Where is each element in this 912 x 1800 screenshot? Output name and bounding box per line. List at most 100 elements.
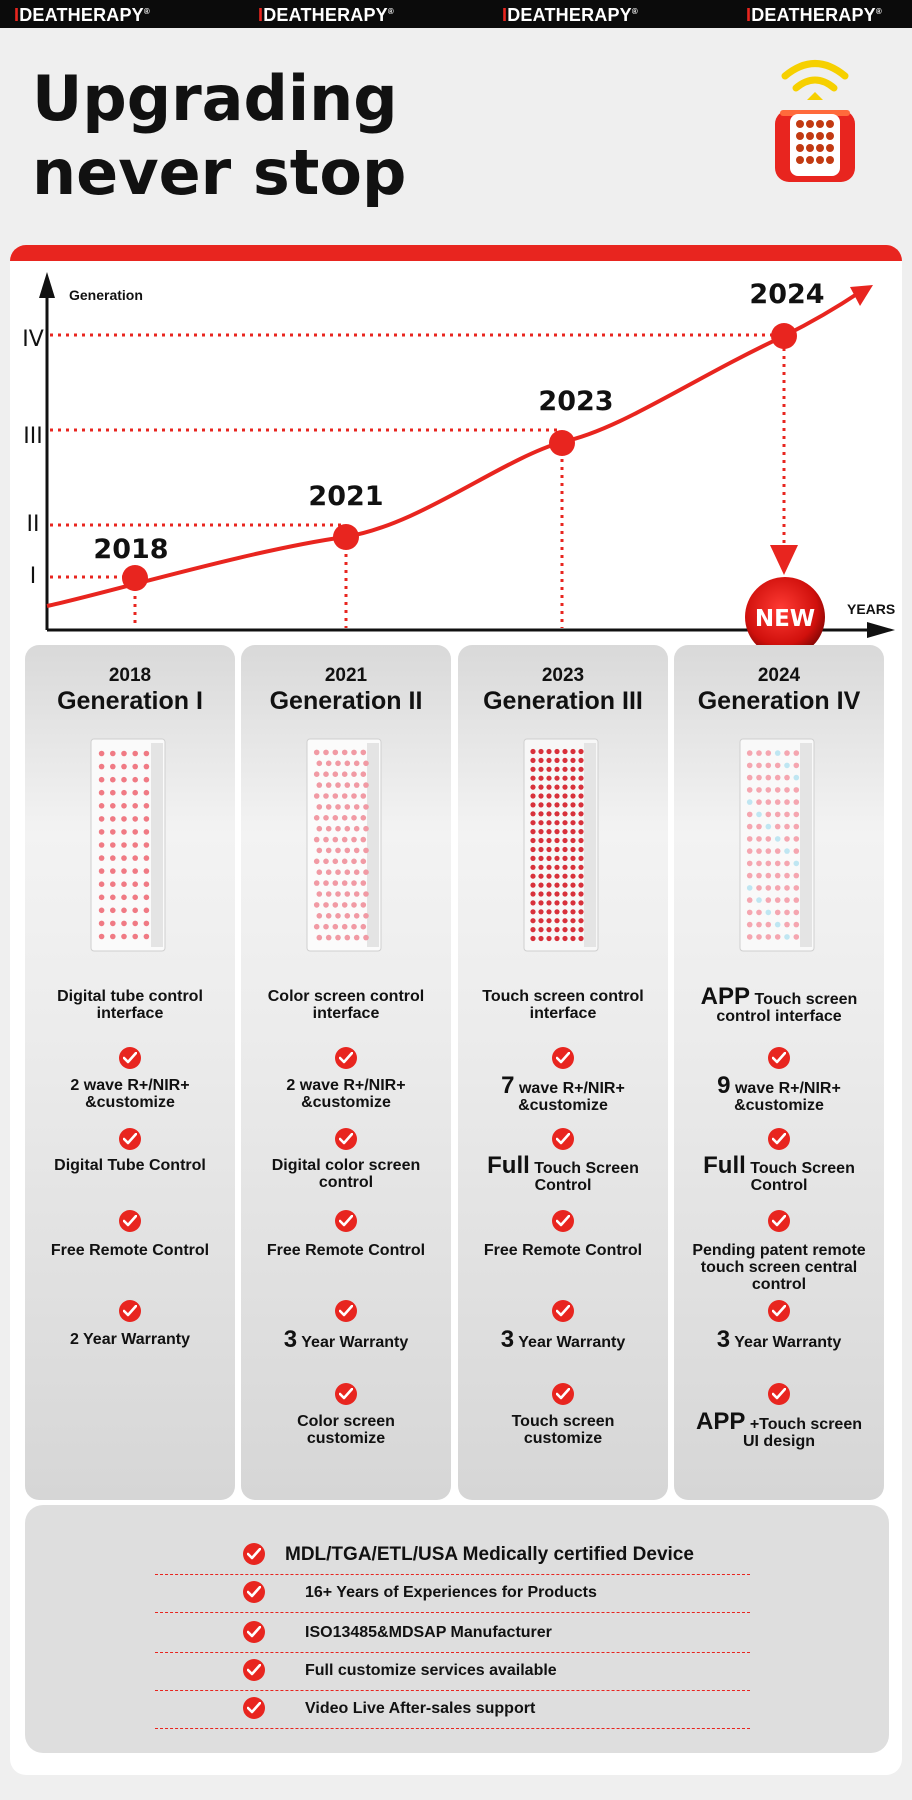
feature-text: Touch screen control interface [458, 988, 668, 1022]
brand-logo: IDEATHERAPY® [14, 5, 150, 25]
feature-label: Year Warranty [734, 1334, 842, 1351]
certification-row: 16+ Years of Experiences for Products [155, 1575, 750, 1613]
generation-title: Generation I [57, 687, 203, 715]
check-icon [552, 1383, 574, 1405]
year-label-2018: 2018 [93, 534, 168, 565]
feature-label: +Touch screen UI design [742, 1416, 862, 1450]
level-label-iii: III [23, 424, 42, 449]
check-icon [243, 1581, 265, 1603]
certification-row: Video Live After-sales support [155, 1691, 750, 1729]
year-label-2024: 2024 [749, 279, 824, 310]
check-icon [552, 1300, 574, 1322]
feature-label: Digital tube control interface [57, 988, 203, 1022]
feature-text: Color screen control interface [241, 988, 451, 1022]
check-icon [768, 1210, 790, 1232]
panel-red-top [10, 245, 902, 261]
feature-text: 7 wave R+/NIR+ &customize [458, 1074, 668, 1115]
curve-arrow [850, 285, 873, 306]
growth-curve [46, 290, 862, 608]
check-icon [243, 1697, 265, 1719]
year-label-2021: 2021 [308, 481, 383, 512]
generation-year: 2018 [108, 665, 152, 686]
feature-label: Touch Screen Control [750, 1160, 855, 1194]
check-icon [768, 1047, 790, 1069]
feature-label: wave R+/NIR+ &customize [518, 1080, 625, 1114]
y-axis-label: Generation [69, 287, 143, 303]
check-icon [243, 1621, 265, 1643]
feature-text: Full Touch Screen Control [674, 1154, 884, 1195]
feature-text: Full Touch Screen Control [458, 1154, 668, 1195]
brand-logo: IDEATHERAPY® [746, 5, 882, 25]
year-label-2023: 2023 [538, 386, 613, 417]
feature-label: Digital Tube Control [54, 1157, 206, 1174]
feature-text: Touch screen customize [458, 1413, 668, 1447]
generation-timeline-chart: Generation YEARS I II III IV 2018 2021 2… [22, 272, 895, 650]
feature-text: 3 Year Warranty [674, 1328, 884, 1352]
feature-text: Pending patent remote touch screen centr… [674, 1242, 884, 1293]
certification-text: 16+ Years of Experiences for Products [305, 1584, 597, 1601]
feature-label: Touch screen customize [511, 1413, 615, 1447]
feature-text: 2 Year Warranty [25, 1331, 235, 1348]
feature-highlight: APP [696, 1408, 746, 1435]
check-icon [552, 1210, 574, 1232]
brand-logo: IDEATHERAPY® [502, 5, 638, 25]
certification-text: ISO13485&MDSAP Manufacturer [305, 1624, 552, 1641]
feature-label: Color screen customize [297, 1413, 395, 1447]
feature-label: Digital color screen control [271, 1157, 421, 1191]
new-badge-label: NEW [755, 606, 815, 632]
feature-text: Digital Tube Control [25, 1157, 235, 1174]
feature-text: 2 wave R+/NIR+ &customize [25, 1077, 235, 1111]
check-icon [552, 1047, 574, 1069]
check-icon [335, 1210, 357, 1232]
red-light-panel-image [90, 738, 166, 952]
feature-text: 3 Year Warranty [458, 1328, 668, 1352]
certification-row: MDL/TGA/ETL/USA Medically certified Devi… [155, 1537, 750, 1575]
certification-row: Full customize services available [155, 1653, 750, 1691]
feature-label: 2 Year Warranty [69, 1331, 191, 1348]
red-light-panel-image [739, 738, 815, 952]
red-light-panel-image [523, 738, 599, 952]
generation-year: 2023 [541, 665, 585, 686]
feature-highlight: Full [703, 1152, 746, 1179]
x-axis-label: YEARS [847, 601, 895, 617]
feature-highlight: 3 [716, 1326, 731, 1353]
generation-column: 2021 Generation II Color screen control in… [241, 645, 451, 1500]
feature-label: Touch screen control interface [716, 991, 858, 1025]
feature-label: Year Warranty [518, 1334, 626, 1351]
certification-text: Full customize services available [305, 1662, 557, 1679]
generation-title: Generation IV [697, 687, 861, 715]
feature-highlight: 9 [717, 1072, 731, 1099]
brand-logo: IDEATHERAPY® [258, 5, 394, 25]
check-icon [243, 1543, 265, 1565]
feature-highlight: Full [487, 1152, 530, 1179]
feature-highlight: 3 [283, 1326, 298, 1353]
feature-label: Free Remote Control [266, 1242, 426, 1259]
feature-text: Free Remote Control [241, 1242, 451, 1259]
point-2023 [549, 430, 575, 456]
feature-label: Touch Screen Control [534, 1160, 639, 1194]
level-label-iv: IV [22, 327, 44, 352]
check-icon [768, 1128, 790, 1150]
check-icon [119, 1128, 141, 1150]
y-axis-arrow [39, 272, 55, 298]
point-2021 [333, 524, 359, 550]
check-icon [552, 1128, 574, 1150]
generation-column: 2024 Generation IV APP Touch screen contro… [674, 645, 884, 1500]
feature-highlight: APP [700, 983, 751, 1010]
generation-year: 2024 [757, 665, 801, 686]
certification-text: MDL/TGA/ETL/USA Medically certified Devi… [285, 1544, 694, 1565]
generation-year: 2021 [324, 665, 368, 686]
feature-text: APP +Touch screen UI design [674, 1410, 884, 1451]
feature-label: 2 wave R+/NIR+ &customize [70, 1077, 190, 1111]
feature-text: 3 Year Warranty [241, 1328, 451, 1352]
feature-highlight: 7 [501, 1072, 515, 1099]
brand-bar: IDEATHERAPY® IDEATHERAPY® IDEATHERAPY® I… [0, 0, 912, 28]
point-2018 [122, 565, 148, 591]
feature-text: Free Remote Control [25, 1242, 235, 1259]
generation-columns: 2018 Generation I Digital tube control int… [25, 645, 889, 1500]
feature-text: Free Remote Control [458, 1242, 668, 1259]
feature-text: APP Touch screen control interface [674, 985, 884, 1026]
generation-column: 2023 Generation III Touch screen control i… [458, 645, 668, 1500]
down-arrow-icon [770, 545, 798, 575]
check-icon [335, 1300, 357, 1322]
